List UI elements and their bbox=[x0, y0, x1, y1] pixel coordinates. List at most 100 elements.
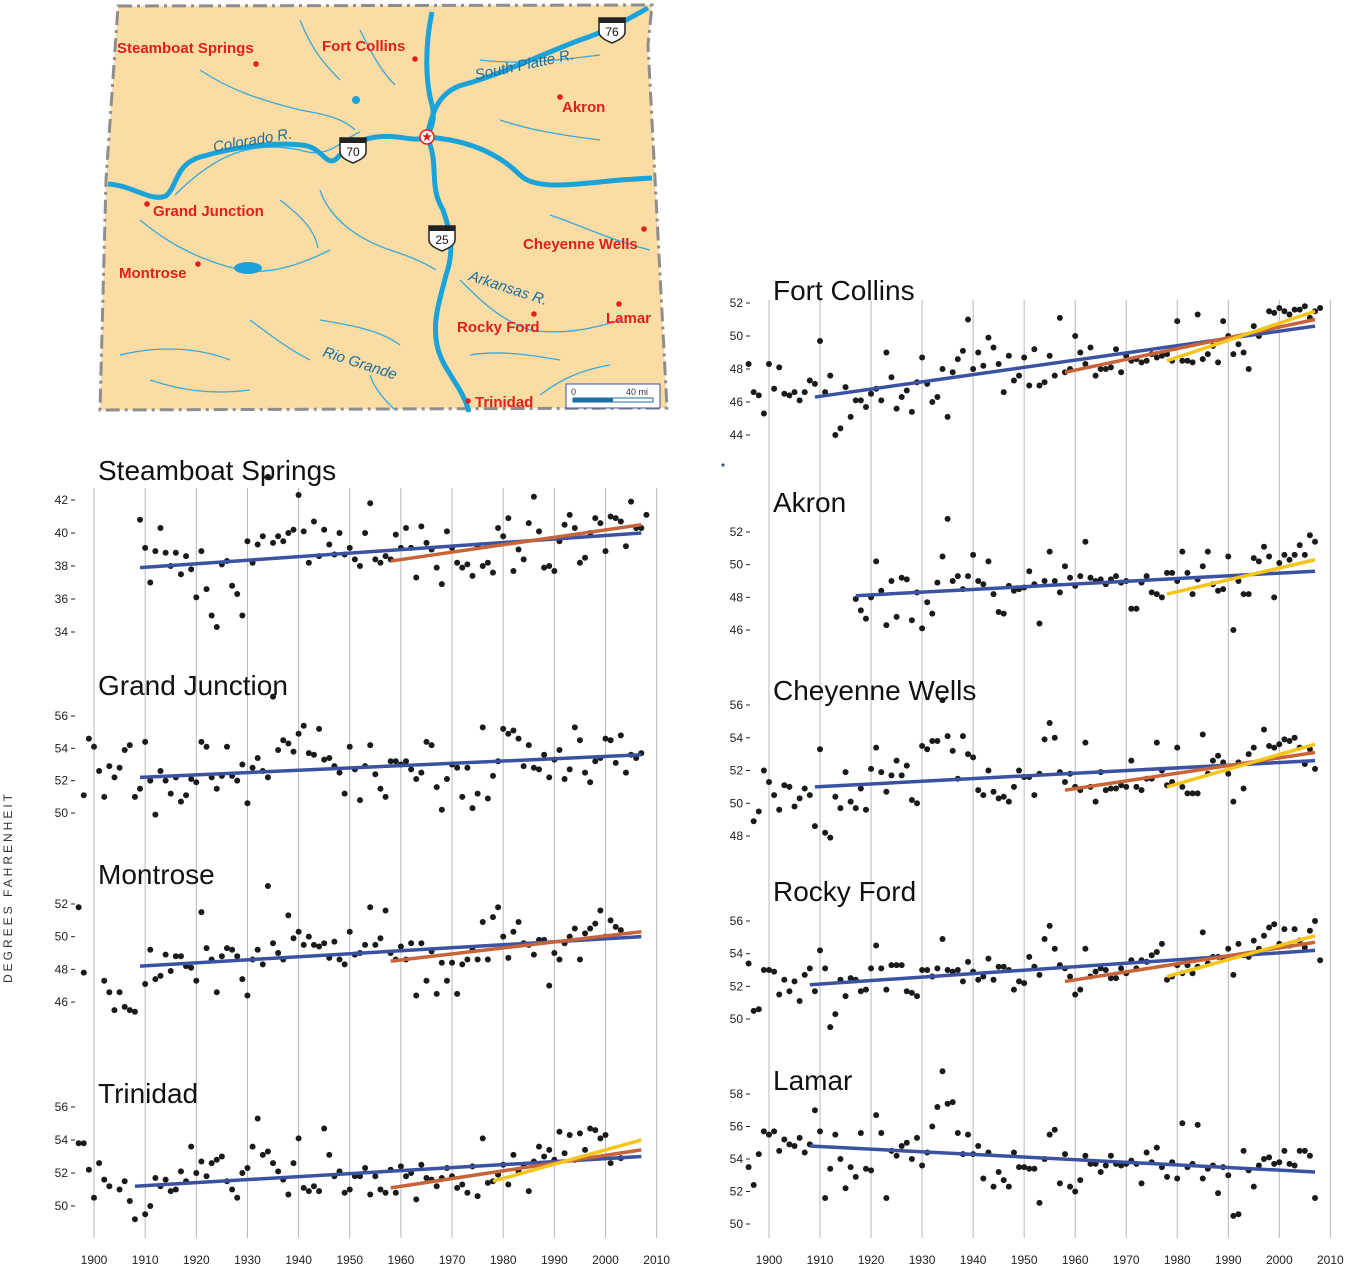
data-point bbox=[990, 788, 997, 795]
data-point bbox=[1046, 922, 1053, 929]
lake bbox=[234, 262, 262, 274]
data-point bbox=[239, 1170, 246, 1176]
x-axis-ticks-right: 1900 1910 1920 1930 1940 1950 1960 1970 1980 1990… bbox=[756, 1253, 1344, 1267]
data-point bbox=[1143, 1149, 1150, 1156]
city-label: Fort Collins bbox=[322, 38, 405, 55]
data-point bbox=[903, 1139, 910, 1146]
data-point bbox=[520, 763, 527, 770]
data-point bbox=[1174, 318, 1181, 325]
y-tick-label: 56 bbox=[730, 698, 744, 712]
data-point bbox=[622, 543, 629, 550]
city-dot bbox=[641, 226, 647, 232]
scale-label: 40 mi bbox=[626, 387, 648, 397]
chart-title: Trinidad bbox=[98, 1078, 198, 1109]
data-point bbox=[1312, 765, 1319, 772]
data-point bbox=[811, 1107, 818, 1114]
data-point bbox=[234, 591, 241, 598]
data-point bbox=[397, 1163, 404, 1170]
data-point bbox=[1077, 1177, 1084, 1184]
data-point bbox=[418, 940, 425, 947]
right-gridlines bbox=[768, 300, 1331, 1238]
data-point bbox=[781, 1136, 788, 1143]
data-point bbox=[1281, 1147, 1288, 1154]
data-point bbox=[975, 976, 982, 983]
chart-title: Montrose bbox=[98, 859, 215, 890]
data-point bbox=[213, 785, 220, 792]
y-tick-label: 40 bbox=[55, 526, 69, 540]
data-point bbox=[1281, 551, 1288, 558]
data-point bbox=[944, 515, 951, 522]
data-point bbox=[525, 1188, 532, 1195]
data-point bbox=[1230, 351, 1237, 358]
y-tick-label: 44 bbox=[730, 428, 744, 442]
data-point bbox=[418, 1161, 425, 1168]
data-point bbox=[1072, 991, 1079, 998]
data-point bbox=[403, 1173, 410, 1180]
data-point bbox=[893, 757, 900, 764]
data-point bbox=[183, 792, 190, 799]
data-point bbox=[862, 806, 869, 813]
data-point bbox=[188, 964, 195, 971]
data-point bbox=[954, 356, 961, 363]
data-point bbox=[776, 1147, 783, 1154]
data-point bbox=[372, 771, 379, 778]
data-point bbox=[280, 737, 287, 744]
data-point bbox=[750, 389, 757, 396]
data-point bbox=[576, 737, 583, 744]
data-point bbox=[1276, 304, 1283, 311]
data-point bbox=[827, 1024, 834, 1031]
data-point bbox=[980, 362, 987, 369]
data-point bbox=[1082, 739, 1089, 746]
data-point bbox=[203, 945, 210, 952]
data-point bbox=[995, 1169, 1002, 1175]
data-point bbox=[1000, 389, 1007, 396]
chart-panel: Lamar 50 52 54 56 58 bbox=[730, 1065, 1319, 1231]
chart-title: Akron bbox=[773, 487, 846, 518]
data-point bbox=[745, 361, 752, 368]
chart-panel: Steamboat Springs 34 36 38 40 42 bbox=[55, 455, 650, 639]
data-point bbox=[750, 1007, 757, 1014]
y-tick-label: 46 bbox=[730, 623, 744, 637]
data-point bbox=[903, 762, 910, 769]
data-point bbox=[1041, 578, 1048, 584]
data-point bbox=[101, 977, 108, 984]
x-tick-label: 1960 bbox=[1062, 1253, 1089, 1267]
data-point bbox=[1184, 357, 1191, 364]
data-point bbox=[290, 526, 297, 533]
data-point bbox=[883, 788, 890, 795]
data-point bbox=[929, 738, 936, 745]
x-tick-label: 1930 bbox=[909, 1253, 936, 1267]
data-point bbox=[776, 991, 783, 998]
data-point bbox=[96, 1160, 103, 1167]
data-point bbox=[1271, 744, 1278, 751]
data-point bbox=[786, 392, 793, 399]
data-point bbox=[321, 526, 328, 533]
data-point bbox=[1143, 573, 1150, 580]
data-point bbox=[505, 1181, 512, 1188]
data-point bbox=[1225, 770, 1232, 777]
data-point bbox=[980, 1175, 987, 1182]
trend-line-since-1958 bbox=[390, 1148, 642, 1190]
data-point bbox=[1041, 935, 1048, 942]
data-point bbox=[121, 746, 128, 753]
data-point bbox=[893, 613, 900, 620]
data-point bbox=[837, 425, 844, 432]
data-point bbox=[975, 787, 982, 794]
data-point bbox=[1067, 1183, 1074, 1190]
data-point bbox=[423, 1174, 430, 1181]
data-point bbox=[868, 765, 875, 772]
data-point bbox=[576, 956, 583, 963]
data-point bbox=[1255, 558, 1262, 565]
data-point bbox=[290, 935, 297, 942]
data-point bbox=[1102, 967, 1109, 973]
data-point bbox=[1235, 341, 1242, 348]
data-point bbox=[801, 971, 808, 978]
data-point bbox=[551, 567, 558, 574]
data-point bbox=[607, 737, 614, 744]
data-point bbox=[1235, 940, 1242, 947]
y-tick-label: 42 bbox=[55, 493, 69, 507]
data-point bbox=[1010, 1149, 1017, 1156]
data-point bbox=[336, 530, 343, 536]
data-point bbox=[515, 918, 522, 925]
data-point bbox=[862, 403, 869, 410]
